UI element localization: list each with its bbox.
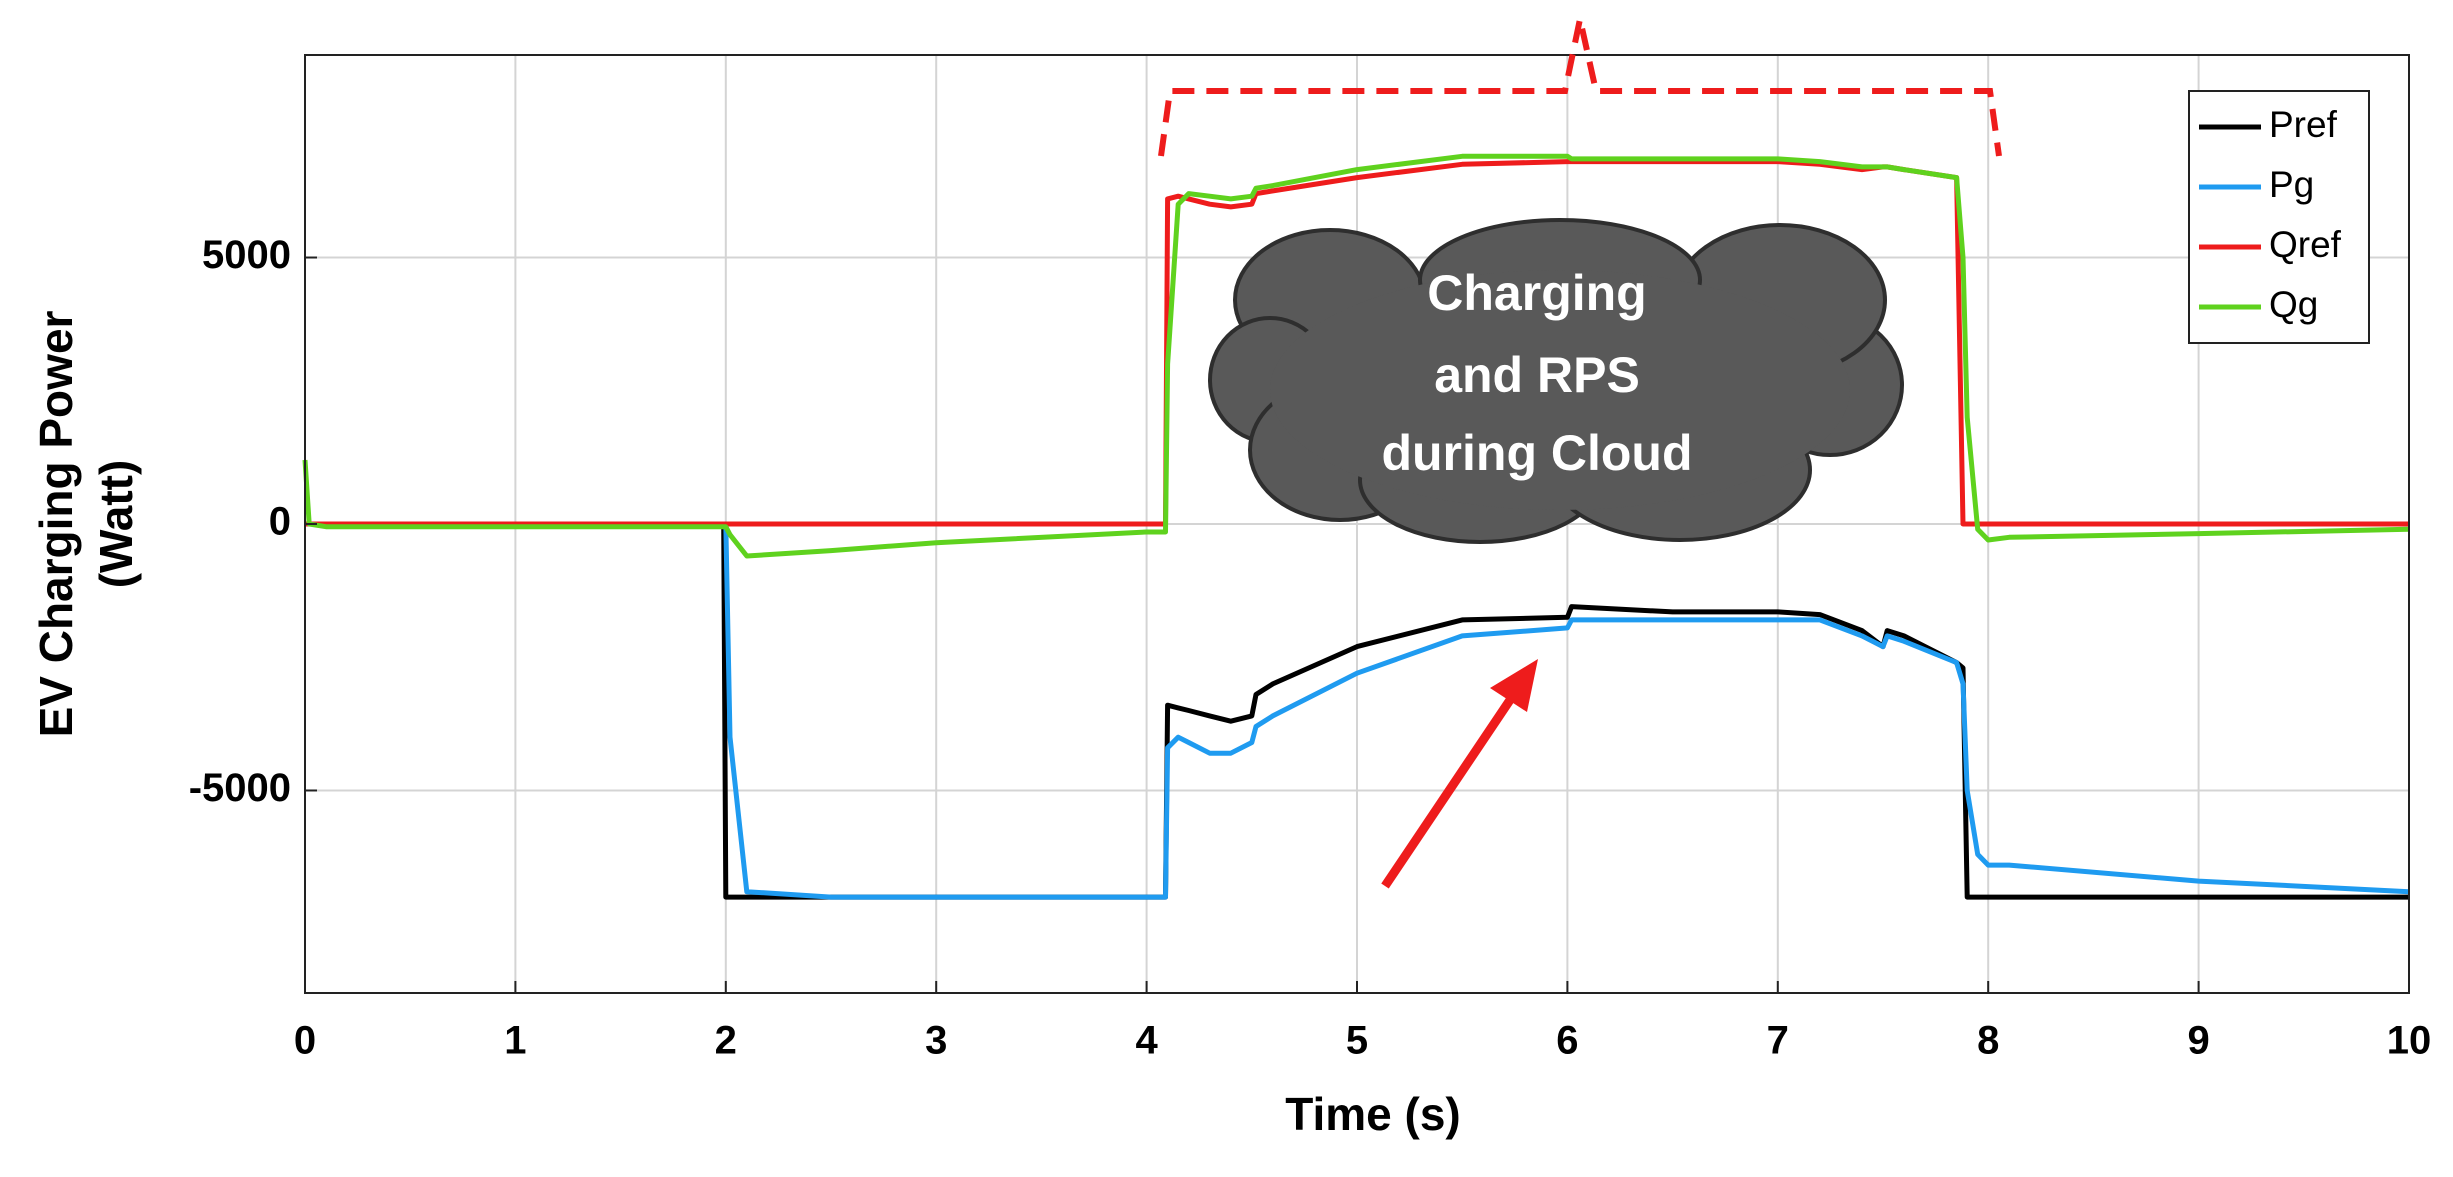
y-tick-label: -5000 xyxy=(189,766,291,810)
series-line xyxy=(302,153,2410,559)
x-tick-label: 3 xyxy=(925,1019,947,1063)
y-tick-label: 5000 xyxy=(202,233,291,277)
arrow-shaft xyxy=(1381,694,1516,889)
x-tick-label: 4 xyxy=(1135,1019,1158,1063)
x-tick-label: 2 xyxy=(715,1019,737,1063)
x-tick-label: 7 xyxy=(1767,1019,1789,1063)
series-line xyxy=(305,159,2409,527)
x-tick-label: 5 xyxy=(1346,1019,1368,1063)
legend-label: Qref xyxy=(2269,224,2342,265)
legend-box xyxy=(2188,90,2370,344)
cloud xyxy=(1208,218,1904,544)
annotation: during Cloud xyxy=(1381,425,1692,481)
legend-label: Pref xyxy=(2269,104,2338,145)
x-axis-label: Time (s) xyxy=(1285,1088,1461,1140)
series-line xyxy=(305,521,2410,900)
legend-label: Pg xyxy=(2269,164,2314,205)
legend: Pref Pg Qref Qg xyxy=(2188,90,2370,344)
cloud-core xyxy=(1270,270,1850,510)
series-line xyxy=(305,521,2409,900)
brace xyxy=(1158,18,2002,157)
annotation: and RPS xyxy=(1434,347,1640,403)
x-tick-label: 1 xyxy=(504,1019,526,1063)
legend-label: Qg xyxy=(2269,284,2318,325)
arrow-head xyxy=(1490,659,1538,712)
x-tick-label: 6 xyxy=(1556,1019,1578,1063)
x-tick-label: 8 xyxy=(1977,1019,1999,1063)
annotation: Charging xyxy=(1427,265,1646,321)
x-tick-label: 9 xyxy=(2187,1019,2209,1063)
y-axis-label: EV Charging Power xyxy=(30,310,82,737)
x-tick-label: 0 xyxy=(294,1019,316,1063)
x-tick-label: 10 xyxy=(2387,1019,2432,1063)
y-axis-label: (Watt) xyxy=(90,460,142,589)
plot-lines xyxy=(302,153,2410,900)
y-tick-label: 0 xyxy=(269,500,291,544)
